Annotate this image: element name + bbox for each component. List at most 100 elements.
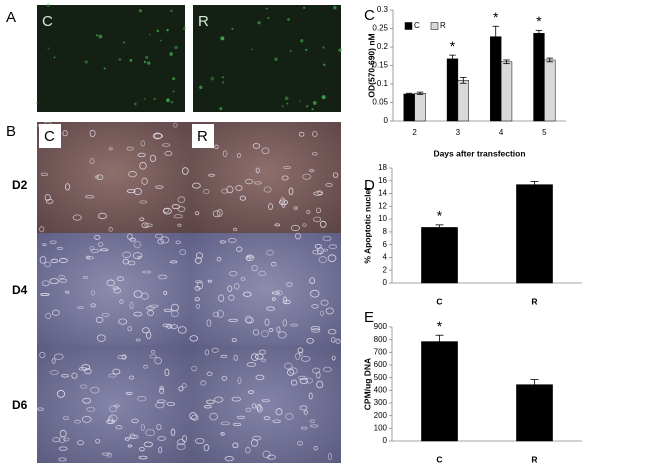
texture <box>312 101 317 105</box>
image-label: R <box>198 13 209 30</box>
texture <box>322 235 332 242</box>
texture <box>222 150 228 157</box>
texture <box>84 60 88 64</box>
texture <box>266 454 276 460</box>
texture <box>208 173 216 177</box>
y-tick-label: 10 <box>378 214 387 223</box>
texture <box>290 224 300 232</box>
texture <box>239 195 247 201</box>
row-label: D6 <box>12 398 28 412</box>
texture <box>133 290 143 298</box>
texture <box>56 390 66 398</box>
phase-image <box>190 345 341 463</box>
y-tick-label: 0.1 <box>377 79 389 88</box>
texture <box>231 396 241 402</box>
texture <box>322 46 325 49</box>
texture <box>320 310 324 317</box>
texture <box>321 95 326 100</box>
texture <box>271 291 280 295</box>
y-tick-label: 8 <box>383 227 388 236</box>
texture <box>316 380 324 389</box>
texture <box>227 285 233 292</box>
texture <box>53 353 64 360</box>
texture <box>200 380 207 386</box>
texture <box>250 48 253 51</box>
texture <box>338 48 342 52</box>
phase-image <box>37 122 190 233</box>
texture <box>254 181 262 185</box>
texture <box>166 98 170 103</box>
texture <box>320 299 329 306</box>
texture <box>137 152 146 158</box>
texture <box>281 200 286 208</box>
texture <box>177 206 186 212</box>
texture <box>289 50 292 52</box>
texture <box>149 154 157 163</box>
texture <box>81 415 92 423</box>
texture <box>142 270 152 274</box>
texture <box>196 281 204 290</box>
significance-marker: * <box>437 318 443 334</box>
texture <box>41 280 50 287</box>
texture <box>173 122 178 128</box>
texture <box>84 368 92 375</box>
texture <box>144 223 153 228</box>
texture <box>181 382 187 389</box>
texture <box>139 446 145 452</box>
texture <box>144 98 146 100</box>
y-axis-label: % Apoptotic nuclei <box>362 187 372 263</box>
texture <box>71 372 78 379</box>
bar <box>490 36 502 122</box>
texture <box>251 403 257 409</box>
texture <box>297 347 304 354</box>
texture <box>162 323 171 328</box>
texture <box>44 194 51 201</box>
texture <box>173 214 184 219</box>
error-bar <box>435 334 444 349</box>
texture <box>220 354 228 358</box>
texture <box>216 209 223 217</box>
texture <box>216 256 222 262</box>
y-tick-label: 0 <box>383 436 388 445</box>
texture <box>218 294 225 302</box>
texture <box>285 413 294 420</box>
texture <box>263 416 271 420</box>
texture <box>287 18 290 21</box>
texture <box>211 347 219 353</box>
texture <box>308 392 313 400</box>
texture <box>283 165 291 170</box>
texture <box>311 108 314 111</box>
texture <box>101 452 111 456</box>
texture <box>298 131 305 137</box>
texture <box>40 172 48 177</box>
texture <box>162 143 171 147</box>
texture <box>178 386 184 392</box>
texture <box>195 280 203 284</box>
texture <box>311 328 321 333</box>
texture <box>247 255 253 259</box>
y-tick-label: 18 <box>378 163 387 172</box>
legend-label: R <box>440 21 446 30</box>
texture <box>166 401 176 406</box>
texture <box>282 296 288 304</box>
texture <box>220 36 225 41</box>
x-tick-label: 4 <box>499 128 504 137</box>
texture <box>129 237 136 242</box>
texture <box>236 246 243 252</box>
texture <box>311 304 319 309</box>
texture <box>153 97 156 100</box>
texture <box>76 440 85 446</box>
texture <box>228 294 235 301</box>
texture <box>117 354 127 360</box>
texture <box>95 316 104 323</box>
texture <box>221 375 228 381</box>
texture <box>231 338 237 343</box>
texture <box>261 399 271 402</box>
texture <box>302 223 307 227</box>
bar <box>403 93 415 122</box>
y-tick-label: 14 <box>378 189 387 198</box>
texture <box>58 446 68 451</box>
texture <box>98 212 107 220</box>
texture <box>97 242 104 247</box>
